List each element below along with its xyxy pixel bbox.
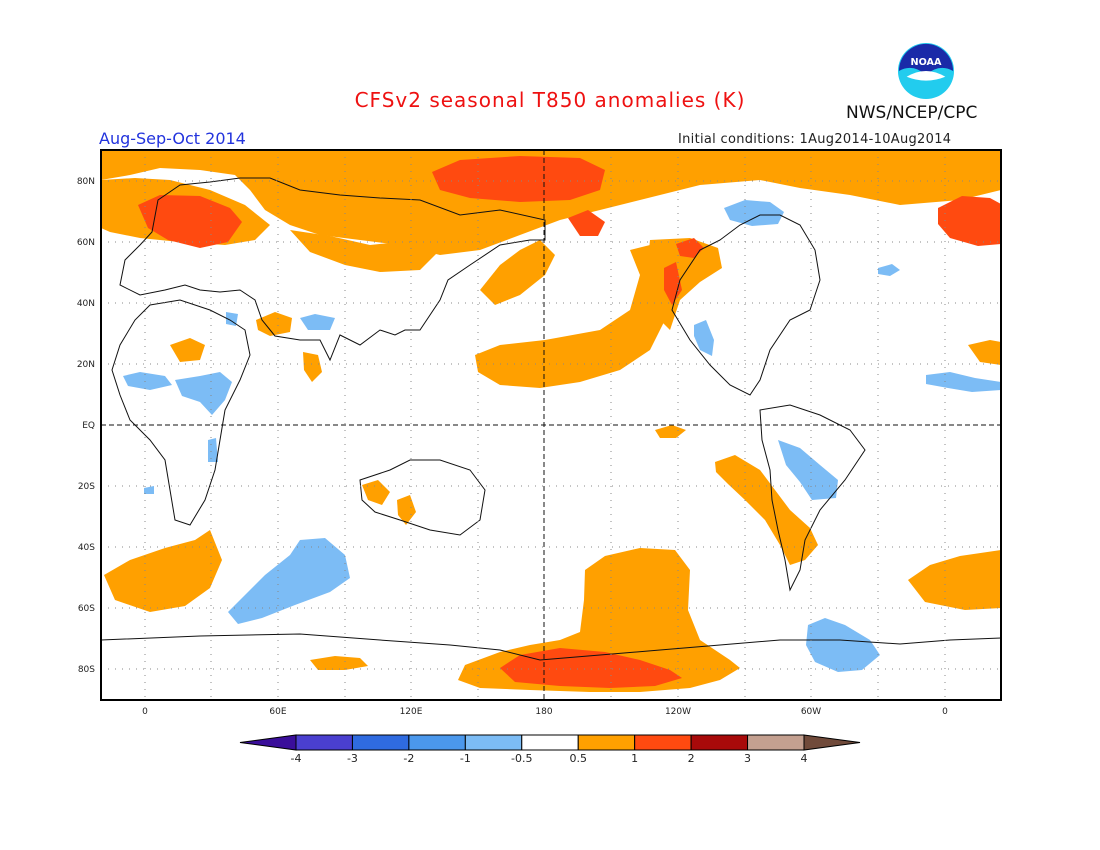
lat-label: 40S — [78, 543, 95, 553]
lon-label: 60E — [269, 707, 286, 717]
lon-label: 0 — [142, 707, 148, 717]
colorbar-segment — [351, 734, 410, 751]
lat-label: 60S — [78, 604, 95, 614]
colorbar-tick-label: -1 — [460, 752, 471, 765]
lat-label: 80N — [77, 177, 95, 187]
colorbar-tick-label: 1 — [631, 752, 638, 765]
colorbar-segment — [408, 734, 466, 751]
colorbar-tick-label: 2 — [688, 752, 695, 765]
initial-conditions-label: Initial conditions: 1Aug2014-10Aug2014 — [678, 132, 952, 147]
colorbar-tick-label: 3 — [744, 752, 751, 765]
colorbar-segment — [521, 734, 579, 751]
coastlines — [100, 177, 1002, 661]
colorbar-tick-label: 4 — [801, 752, 808, 765]
colorbar-tick-label: -0.5 — [511, 752, 532, 765]
colorbar-tick-label: 0.5 — [569, 752, 587, 765]
graticule — [101, 150, 1001, 700]
colorbar-tick-label: -4 — [291, 752, 302, 765]
cool-anomaly-regions — [123, 200, 1001, 672]
colorbar-segment — [464, 734, 523, 751]
colorbar-tick-label: -2 — [403, 752, 414, 765]
lat-label: 20S — [78, 482, 95, 492]
noaa-logo: NOAA — [897, 42, 955, 100]
agency-label: NWS/NCEP/CPC — [846, 103, 978, 123]
lon-label: 0 — [942, 707, 948, 717]
lon-label: 180 — [535, 707, 552, 717]
map-frame — [100, 149, 1002, 701]
colorbar-segment — [295, 734, 353, 751]
colorbar-left-arrow — [239, 734, 297, 751]
strong-warm-anomaly-regions — [138, 156, 1001, 688]
colorbar-right-arrow — [803, 734, 861, 751]
colorbar-segment — [747, 734, 805, 751]
colorbar-tick-label: -3 — [347, 752, 358, 765]
lat-label: 80S — [78, 665, 95, 675]
lon-label: 120W — [665, 707, 691, 717]
season-label: Aug-Sep-Oct 2014 — [99, 129, 246, 148]
lat-label: 20N — [77, 360, 95, 370]
longitude-labels: 0 60E 120E 180 120W 60W 0 — [142, 707, 948, 717]
lat-label: 40N — [77, 299, 95, 309]
lat-label: 60N — [77, 238, 95, 248]
lat-label: EQ — [82, 421, 95, 431]
colorbar-segment — [634, 734, 692, 751]
colorbar-segment — [690, 734, 749, 751]
latitude-labels: 80N 60N 40N 20N EQ 20S 40S 60S 80S — [77, 177, 95, 675]
svg-text:NOAA: NOAA — [911, 57, 943, 68]
map-title: CFSv2 seasonal T850 anomalies (K) — [354, 88, 746, 112]
colorbar-segment — [577, 734, 636, 751]
colorbar: -4 -3 -2 -1 -0.5 0.5 1 2 3 4 — [239, 734, 861, 765]
lon-label: 120E — [400, 707, 423, 717]
lon-label: 60W — [801, 707, 821, 717]
reference-lines — [101, 150, 1001, 700]
